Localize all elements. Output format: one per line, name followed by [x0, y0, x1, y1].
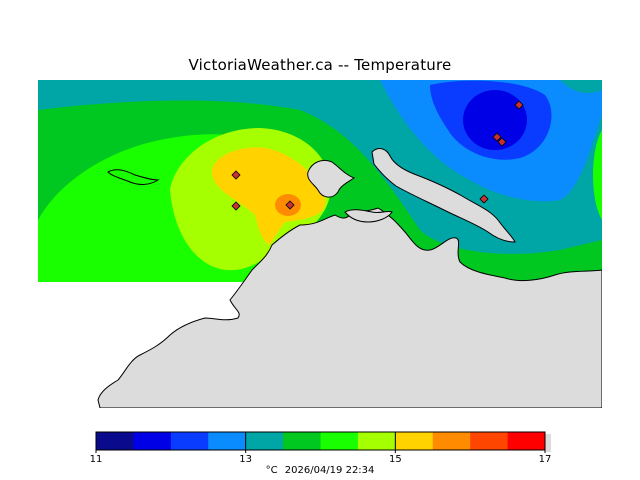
station-marker[interactable] [479, 194, 489, 204]
station-marker[interactable] [492, 132, 502, 142]
legend-caption: °C 2026/04/19 22:34 [0, 465, 640, 476]
legend-swatch [470, 432, 509, 450]
temp-zone-11-5 [463, 90, 527, 150]
peninsula [307, 159, 356, 198]
legend-tick-label: 17 [538, 454, 552, 465]
station-marker[interactable] [285, 200, 295, 210]
legend-tick-label: 15 [388, 454, 402, 465]
legend-swatch [133, 432, 172, 450]
legend-swatch [432, 432, 471, 450]
island-long [371, 148, 516, 243]
station-marker[interactable] [497, 137, 507, 147]
legend-swatch [320, 432, 359, 450]
island-west [107, 169, 160, 185]
legend-swatch [507, 432, 546, 450]
legend-tick-label: 11 [89, 454, 103, 465]
land-mass [97, 207, 602, 408]
legend-swatch [357, 432, 396, 450]
island-small [344, 209, 393, 223]
legend-shadow [545, 434, 551, 452]
station-marker[interactable] [231, 201, 241, 211]
legend-swatch [395, 432, 434, 450]
station-marker[interactable] [514, 100, 524, 110]
temp-zone-east [593, 130, 602, 220]
station-marker[interactable] [231, 170, 241, 180]
legend-swatch [283, 432, 321, 450]
legend-tick-label: 13 [239, 454, 253, 465]
legend-timestamp: 2026/04/19 22:34 [284, 465, 375, 476]
temp-zone-15-5 [211, 147, 326, 245]
map-title: VictoriaWeather.ca -- Temperature [188, 56, 452, 74]
temp-zone-ne [560, 80, 602, 93]
legend-swatch [208, 432, 247, 450]
legend-swatch [96, 432, 134, 450]
legend-swatch [170, 432, 209, 450]
legend-swatch [245, 432, 284, 450]
legend-unit: °C [265, 465, 278, 476]
